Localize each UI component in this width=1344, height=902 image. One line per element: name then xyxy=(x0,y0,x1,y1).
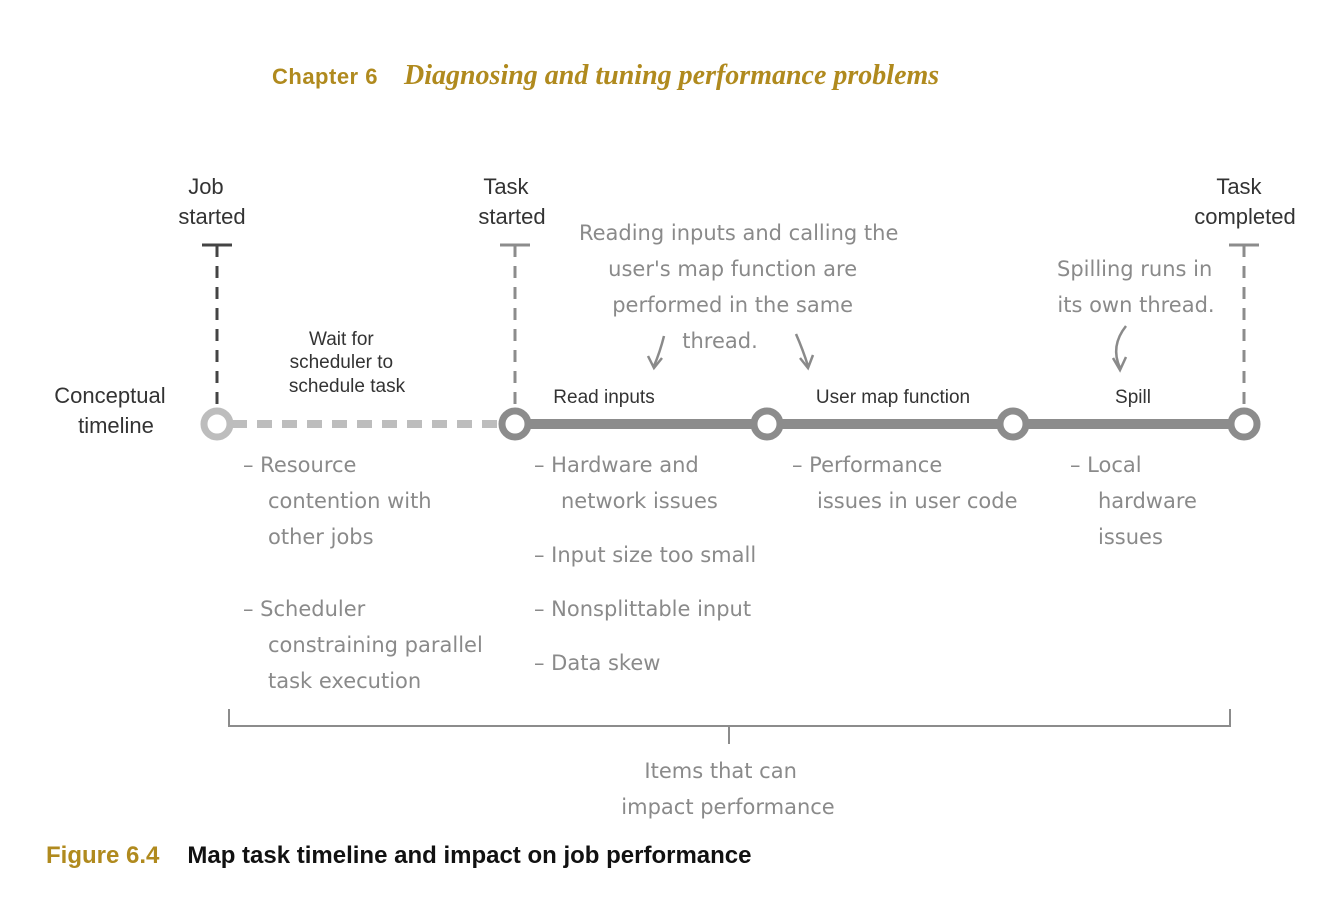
arrow-to-read-inputs xyxy=(646,335,666,371)
task-started-label: Task started xyxy=(478,174,545,229)
chapter-number: Chapter 6 xyxy=(272,64,378,89)
spilling-line-2: its own thread. xyxy=(1057,293,1214,317)
read-end-node xyxy=(750,407,784,441)
task-started-line-2: started xyxy=(478,204,545,229)
reading-line-2: user's map function are xyxy=(608,257,857,281)
spilling-annotation: Spilling runs in its own thread. xyxy=(1057,257,1219,317)
timeline-label-line-2: timeline xyxy=(78,413,154,438)
task-completed-line-2: completed xyxy=(1194,204,1296,229)
task-completed-line-1: Task xyxy=(1216,174,1262,199)
issue-line: – Performance xyxy=(792,453,942,477)
issue-line: – Local xyxy=(1070,453,1142,477)
job-start-node xyxy=(200,407,234,441)
issue-line: constraining parallel xyxy=(268,633,483,657)
spilling-line-1: Spilling runs in xyxy=(1057,257,1212,281)
task-start-node xyxy=(498,407,532,441)
issue-hardware-network: – Hardware and network issues xyxy=(534,453,718,513)
figure-number: Figure 6.4 xyxy=(46,842,160,869)
task-end-node xyxy=(1227,407,1261,441)
chapter-title: Diagnosing and tuning performance proble… xyxy=(403,60,940,91)
reading-line-1: Reading inputs and calling the xyxy=(579,221,898,245)
wait-label-line-2: scheduler to xyxy=(290,352,394,373)
issue-line: issues in user code xyxy=(817,489,1018,513)
issue-resource-contention: – Resource contention with other jobs xyxy=(243,453,438,549)
wait-label-line-3: schedule task xyxy=(289,376,406,397)
phase-read-inputs: Read inputs xyxy=(553,387,654,408)
issue-line: – Hardware and xyxy=(534,453,699,477)
issue-line: other jobs xyxy=(268,525,374,549)
issue-line: contention with xyxy=(268,489,432,513)
task-started-line-1: Task xyxy=(483,174,529,199)
impact-bracket xyxy=(228,709,1231,744)
figure-caption: Figure 6.4 Map task timeline and impact o… xyxy=(46,842,752,870)
wait-label-line-1: Wait for xyxy=(309,329,374,350)
issue-line: network issues xyxy=(561,489,718,513)
arrow-to-spill xyxy=(1111,325,1128,373)
map-end-node xyxy=(996,407,1030,441)
reading-line-3: performed in the same xyxy=(612,293,853,317)
issue-user-code: – Performance issues in user code xyxy=(792,453,1018,513)
issue-local-hardware: – Local hardware issues xyxy=(1070,453,1204,549)
issue-input-size: – Input size too small xyxy=(534,543,756,567)
job-started-line-1: Job xyxy=(188,174,223,199)
bracket-label-line-1: Items that can xyxy=(644,759,796,783)
job-started-line-2: started xyxy=(178,204,245,229)
reading-line-4: thread. xyxy=(682,329,758,353)
task-completed-label: Task completed xyxy=(1194,174,1296,229)
job-started-label: Job started xyxy=(178,174,245,229)
arrow-to-user-map xyxy=(794,333,815,371)
timeline-label-line-1: Conceptual xyxy=(54,383,165,408)
issue-data-skew: – Data skew xyxy=(534,651,660,675)
issue-scheduler-constraining: – Scheduler constraining parallel task e… xyxy=(243,597,490,693)
figure-title: Map task timeline and impact on job perf… xyxy=(187,842,752,869)
phase-spill: Spill xyxy=(1115,387,1151,408)
chapter-header: Chapter 6 Diagnosing and tuning performan… xyxy=(272,60,939,92)
issue-line: issues xyxy=(1098,525,1163,549)
job-started-marker xyxy=(202,243,232,408)
task-completed-marker xyxy=(1229,243,1259,408)
bracket-label: Items that can impact performance xyxy=(621,759,834,819)
bracket-label-line-2: impact performance xyxy=(621,795,834,819)
issue-line: task execution xyxy=(268,669,421,693)
issue-line: – Resource xyxy=(243,453,356,477)
reading-annotation: Reading inputs and calling the user's ma… xyxy=(579,221,905,353)
wait-label: Wait for scheduler to schedule task xyxy=(289,329,406,397)
phase-user-map-function: User map function xyxy=(816,387,970,408)
issue-nonsplittable-input: – Nonsplittable input xyxy=(534,597,751,621)
issue-line: hardware xyxy=(1098,489,1197,513)
issue-line: – Scheduler xyxy=(243,597,366,621)
timeline-label: Conceptual timeline xyxy=(54,383,171,438)
task-started-marker xyxy=(500,243,530,408)
